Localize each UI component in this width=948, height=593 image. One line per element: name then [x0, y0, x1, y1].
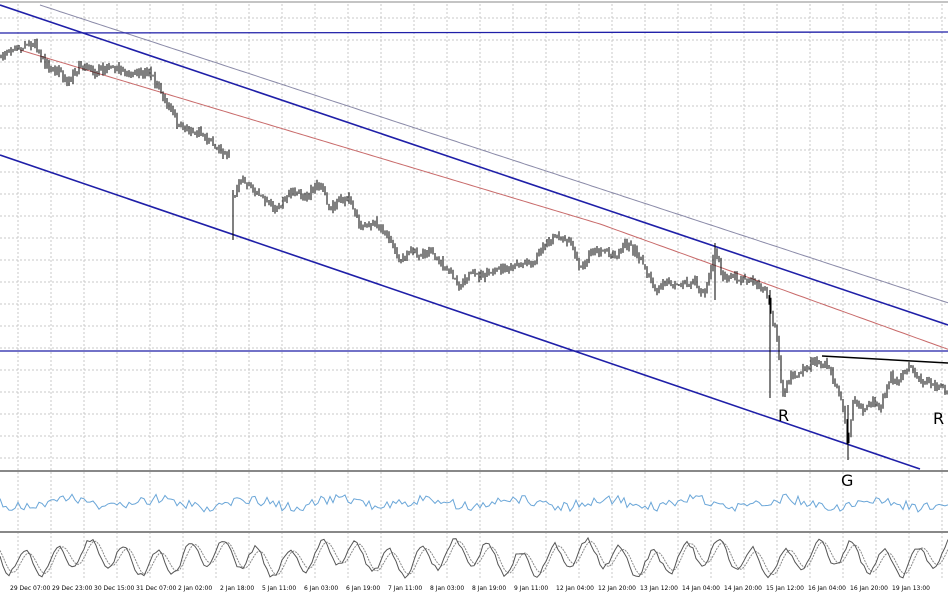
x-tick-label: 29 Dec 07:00: [10, 585, 51, 592]
stochastic-signal-line: [0, 540, 948, 576]
price-candles: [0, 38, 948, 460]
x-tick-label: 12 Jan 20:00: [598, 585, 636, 592]
lower-channel-line: [0, 154, 921, 470]
x-tick-label: 13 Jan 12:00: [640, 585, 678, 592]
x-tick-label: 16 Jan 20:00: [850, 585, 888, 592]
x-tick-label: 15 Jan 12:00: [766, 585, 804, 592]
annotation-right-shoulder: R: [933, 409, 944, 428]
x-tick-label: 2 Jan 18:00: [220, 585, 254, 592]
neckline: [821, 355, 948, 364]
x-tick-label: 2 Jan 02:00: [178, 585, 212, 592]
x-tick-label: 31 Dec 07:00: [136, 585, 177, 592]
x-tick-label: 6 Jan 03:00: [304, 585, 338, 592]
x-tick-label: 6 Jan 19:00: [346, 585, 380, 592]
x-tick-label: 7 Jan 11:00: [388, 585, 422, 592]
x-tick-label: 30 Dec 15:00: [94, 585, 135, 592]
x-tick-label: 8 Jan 19:00: [472, 585, 506, 592]
x-tick-label: 8 Jan 03:00: [430, 585, 464, 592]
slow-moving-average-line: [39, 4, 948, 304]
x-tick-label: 14 Jan 04:00: [682, 585, 720, 592]
x-tick-label: 19 Jan 13:00: [892, 585, 930, 592]
x-tick-label: 9 Jan 11:00: [514, 585, 548, 592]
x-tick-label: 5 Jan 11:00: [262, 585, 296, 592]
x-tick-label: 16 Jan 04:00: [808, 585, 846, 592]
x-tick-label: 29 Dec 23:00: [52, 585, 93, 592]
fast-moving-average-line: [19, 49, 948, 350]
x-tick-label: 14 Jan 20:00: [724, 585, 762, 592]
rsi-line: [0, 493, 948, 513]
stochastic-main-line: [0, 536, 948, 579]
x-axis-tick-labels: 29 Dec 07:00 29 Dec 23:00 30 Dec 15:00 31 D…: [10, 585, 930, 592]
upper-channel-line: [0, 4, 948, 326]
annotation-left-shoulder: R: [778, 406, 789, 425]
annotation-head: G: [841, 471, 853, 490]
x-tick-label: 12 Jan 04:00: [556, 585, 594, 592]
horizontal-resistance-line: [0, 31, 948, 34]
